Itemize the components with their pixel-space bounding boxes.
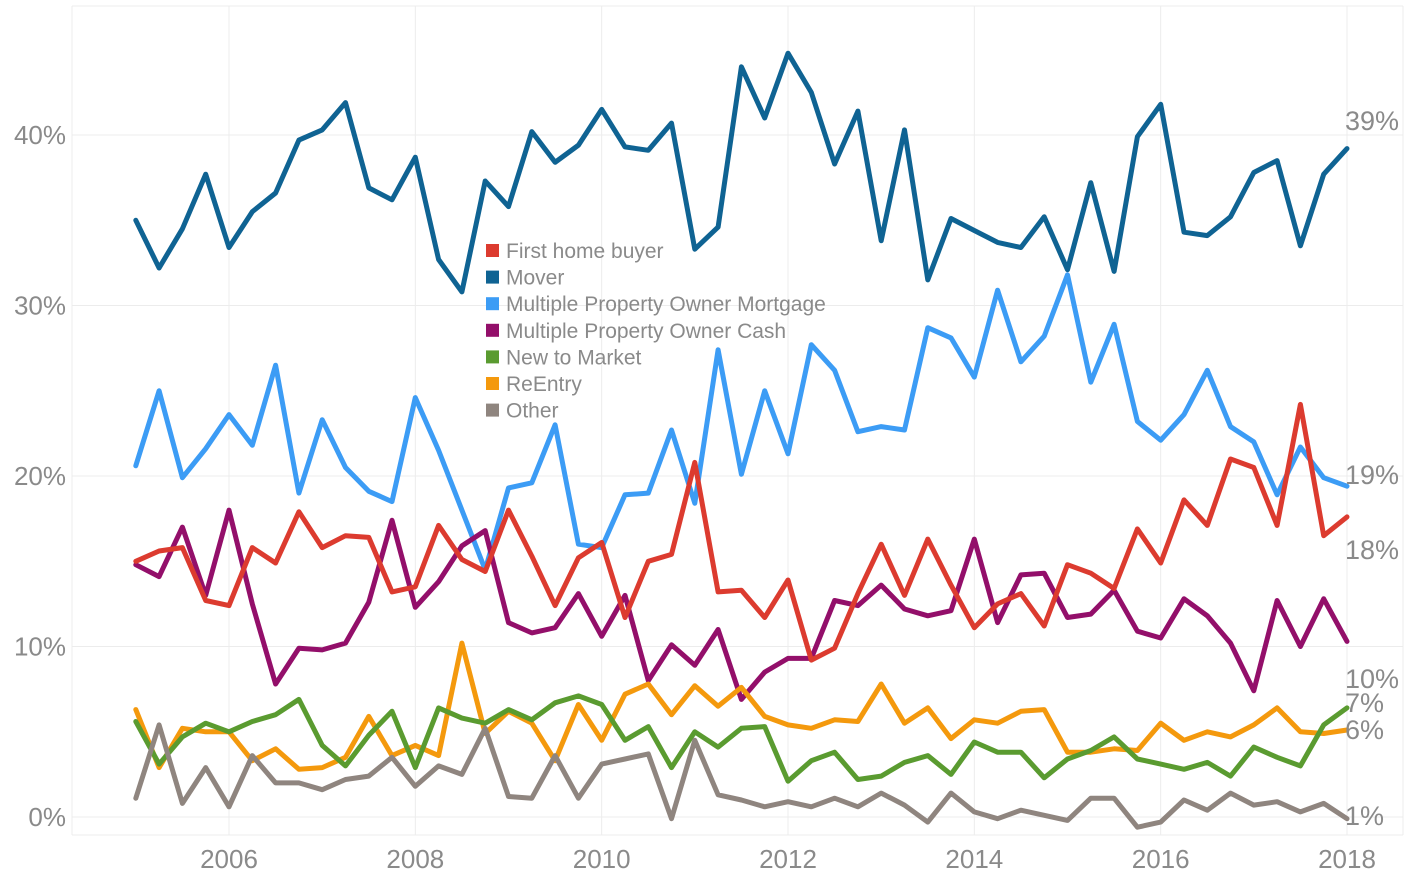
legend-label: New to Market — [506, 346, 642, 369]
end-value-label: 6% — [1345, 715, 1384, 745]
legend-swatch — [486, 244, 499, 257]
legend-swatch — [486, 323, 499, 337]
series-line-reentry — [133, 640, 1350, 772]
y-tick-label: 10% — [14, 632, 66, 662]
legend-swatch — [486, 403, 499, 417]
legend-label: Multiple Property Owner Mortgage — [506, 293, 826, 316]
end-value-label: 1% — [1345, 801, 1384, 831]
legend-label: ReEntry — [506, 373, 582, 396]
end-value-label: 19% — [1345, 460, 1399, 490]
x-tick-label: 2018 — [1318, 844, 1376, 874]
x-tick-label: 2008 — [386, 844, 444, 874]
legend-label: First home buyer — [506, 240, 664, 263]
y-tick-label: 40% — [14, 120, 66, 150]
grid-lines — [71, 5, 1404, 836]
axes: 0% 10% 20% 30% 40% 2006 2008 2010 2012 2014 2016 20… — [14, 120, 1376, 874]
legend-swatch — [486, 377, 499, 390]
series-line-multiple-property-owner-cash — [133, 507, 1350, 702]
end-value-label: 10% — [1345, 664, 1399, 694]
y-tick-label: 30% — [14, 291, 66, 321]
end-value-label: 7% — [1345, 688, 1384, 718]
legend-swatch — [486, 350, 499, 364]
x-tick-label: 2012 — [759, 844, 817, 874]
end-value-label: 39% — [1345, 106, 1399, 136]
series-line-multiple-property-owner-mortgage — [133, 272, 1350, 573]
series-line-first-home-buyer — [133, 401, 1350, 663]
end-value-label: 18% — [1345, 535, 1399, 565]
legend-label: Multiple Property Owner Cash — [506, 320, 786, 343]
legend-swatch — [486, 270, 499, 284]
end-labels: 18% 39% 19% 10% 6%7% 1% — [1345, 106, 1399, 831]
x-tick-label: 2016 — [1132, 844, 1190, 874]
y-tick-label: 0% — [28, 802, 66, 832]
x-tick-label: 2010 — [573, 844, 631, 874]
series-line-other — [133, 722, 1350, 830]
x-tick-label: 2014 — [945, 844, 1003, 874]
legend: First home buyer Mover Multiple Property O… — [486, 240, 826, 423]
legend-label: Other — [506, 400, 559, 423]
legend-swatch — [486, 297, 499, 311]
series-line-new-to-market — [133, 693, 1350, 784]
series-lines — [133, 50, 1350, 830]
y-tick-label: 20% — [14, 461, 66, 491]
legend-label: Mover — [506, 267, 564, 290]
x-tick-label: 2006 — [200, 844, 258, 874]
series-line-mover — [133, 50, 1350, 295]
